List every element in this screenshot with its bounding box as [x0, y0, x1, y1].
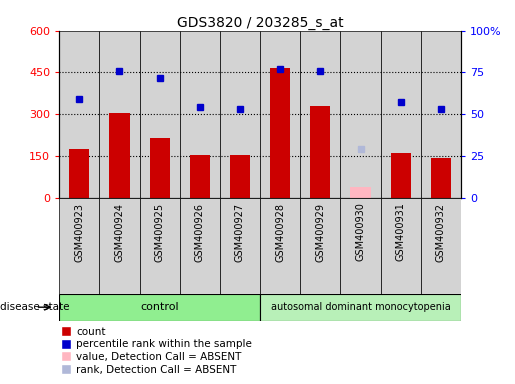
- Text: GSM400927: GSM400927: [235, 203, 245, 262]
- Bar: [230, 156, 250, 198]
- Bar: [109, 113, 129, 198]
- Text: GSM400923: GSM400923: [74, 203, 84, 262]
- FancyBboxPatch shape: [180, 198, 220, 294]
- FancyBboxPatch shape: [340, 198, 381, 294]
- Bar: [381, 31, 421, 198]
- Bar: [350, 187, 370, 198]
- Bar: [431, 158, 451, 198]
- FancyBboxPatch shape: [421, 198, 461, 294]
- FancyBboxPatch shape: [220, 198, 260, 294]
- Text: GSM400931: GSM400931: [396, 203, 406, 262]
- FancyBboxPatch shape: [260, 294, 461, 321]
- Text: GSM400925: GSM400925: [154, 203, 165, 262]
- Bar: [69, 149, 89, 198]
- FancyBboxPatch shape: [59, 294, 260, 321]
- Bar: [340, 31, 381, 198]
- Bar: [260, 31, 300, 198]
- Bar: [421, 31, 461, 198]
- Text: disease state: disease state: [0, 302, 70, 312]
- FancyBboxPatch shape: [381, 198, 421, 294]
- Bar: [270, 68, 290, 198]
- Bar: [220, 31, 260, 198]
- Legend: count, percentile rank within the sample, value, Detection Call = ABSENT, rank, : count, percentile rank within the sample…: [57, 323, 256, 379]
- FancyBboxPatch shape: [260, 198, 300, 294]
- Bar: [149, 138, 169, 198]
- Text: GSM400924: GSM400924: [114, 203, 125, 262]
- FancyBboxPatch shape: [59, 198, 99, 294]
- FancyBboxPatch shape: [300, 198, 340, 294]
- Text: autosomal dominant monocytopenia: autosomal dominant monocytopenia: [270, 302, 451, 312]
- FancyBboxPatch shape: [99, 198, 140, 294]
- Text: GSM400926: GSM400926: [195, 203, 205, 262]
- Text: GSM400930: GSM400930: [355, 203, 366, 262]
- Title: GDS3820 / 203285_s_at: GDS3820 / 203285_s_at: [177, 16, 344, 30]
- FancyBboxPatch shape: [140, 198, 180, 294]
- Bar: [99, 31, 140, 198]
- Bar: [390, 153, 410, 198]
- Bar: [190, 156, 210, 198]
- Bar: [310, 106, 330, 198]
- Bar: [140, 31, 180, 198]
- Text: GSM400932: GSM400932: [436, 203, 446, 262]
- Bar: [180, 31, 220, 198]
- Bar: [59, 31, 99, 198]
- Bar: [300, 31, 340, 198]
- Text: GSM400929: GSM400929: [315, 203, 325, 262]
- Text: control: control: [140, 302, 179, 312]
- Text: GSM400928: GSM400928: [275, 203, 285, 262]
